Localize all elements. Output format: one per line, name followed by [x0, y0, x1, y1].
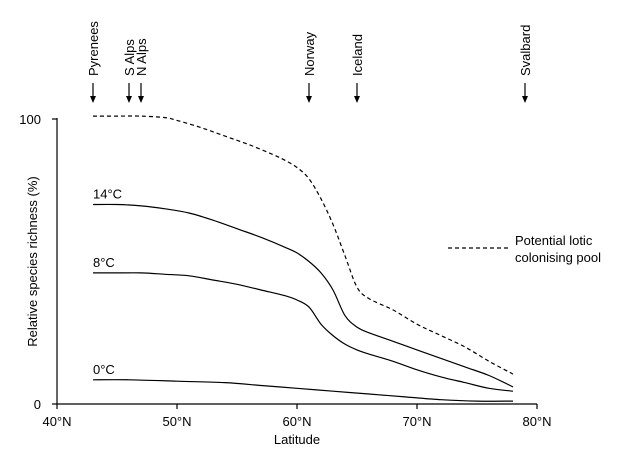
y-axis-title: Relative species richness (%) — [25, 176, 40, 347]
site-label: Svalbard — [518, 25, 533, 76]
curve-label: 14°C — [93, 187, 122, 202]
site-label: S Alps — [122, 39, 137, 76]
site-arrow-head — [354, 96, 360, 103]
site-arrow-head — [306, 96, 312, 103]
series-line-2 — [92, 272, 514, 392]
site-arrow-head — [522, 96, 528, 103]
legend: Potential lotic colonising pool — [448, 233, 601, 265]
curves-layer — [92, 115, 514, 402]
axes-layer: 40°N 50°N 60°N 70°N 80°N 0 100 Latitude Relative… — [19, 112, 551, 447]
series-line-0 — [93, 115, 514, 375]
x-tick-label: 40°N — [42, 414, 71, 429]
labels-layer: 14°C 8°C 0°C — [93, 187, 122, 377]
curve-label: 0°C — [93, 362, 115, 377]
site-label: N Alps — [134, 38, 149, 76]
site-label: Norway — [302, 31, 317, 76]
site-arrow-head — [138, 96, 144, 103]
y-tick-label: 0 — [34, 397, 41, 412]
legend-label: colonising pool — [515, 250, 601, 265]
site-label: Pyrenees — [86, 21, 101, 76]
series-line-1 — [92, 203, 514, 388]
site-arrow-head — [126, 96, 132, 103]
x-tick-label: 80°N — [522, 414, 551, 429]
x-tick-label: 60°N — [282, 414, 311, 429]
site-arrow-head — [90, 96, 96, 103]
series-line-3 — [92, 379, 514, 402]
y-tick-label: 100 — [19, 112, 41, 127]
legend-label: Potential lotic — [515, 233, 593, 248]
curve-label: 8°C — [93, 255, 115, 270]
x-tick-label: 50°N — [162, 414, 191, 429]
site-label: Iceland — [350, 34, 365, 76]
x-tick-label: 70°N — [402, 414, 431, 429]
x-axis-title: Latitude — [274, 432, 320, 447]
